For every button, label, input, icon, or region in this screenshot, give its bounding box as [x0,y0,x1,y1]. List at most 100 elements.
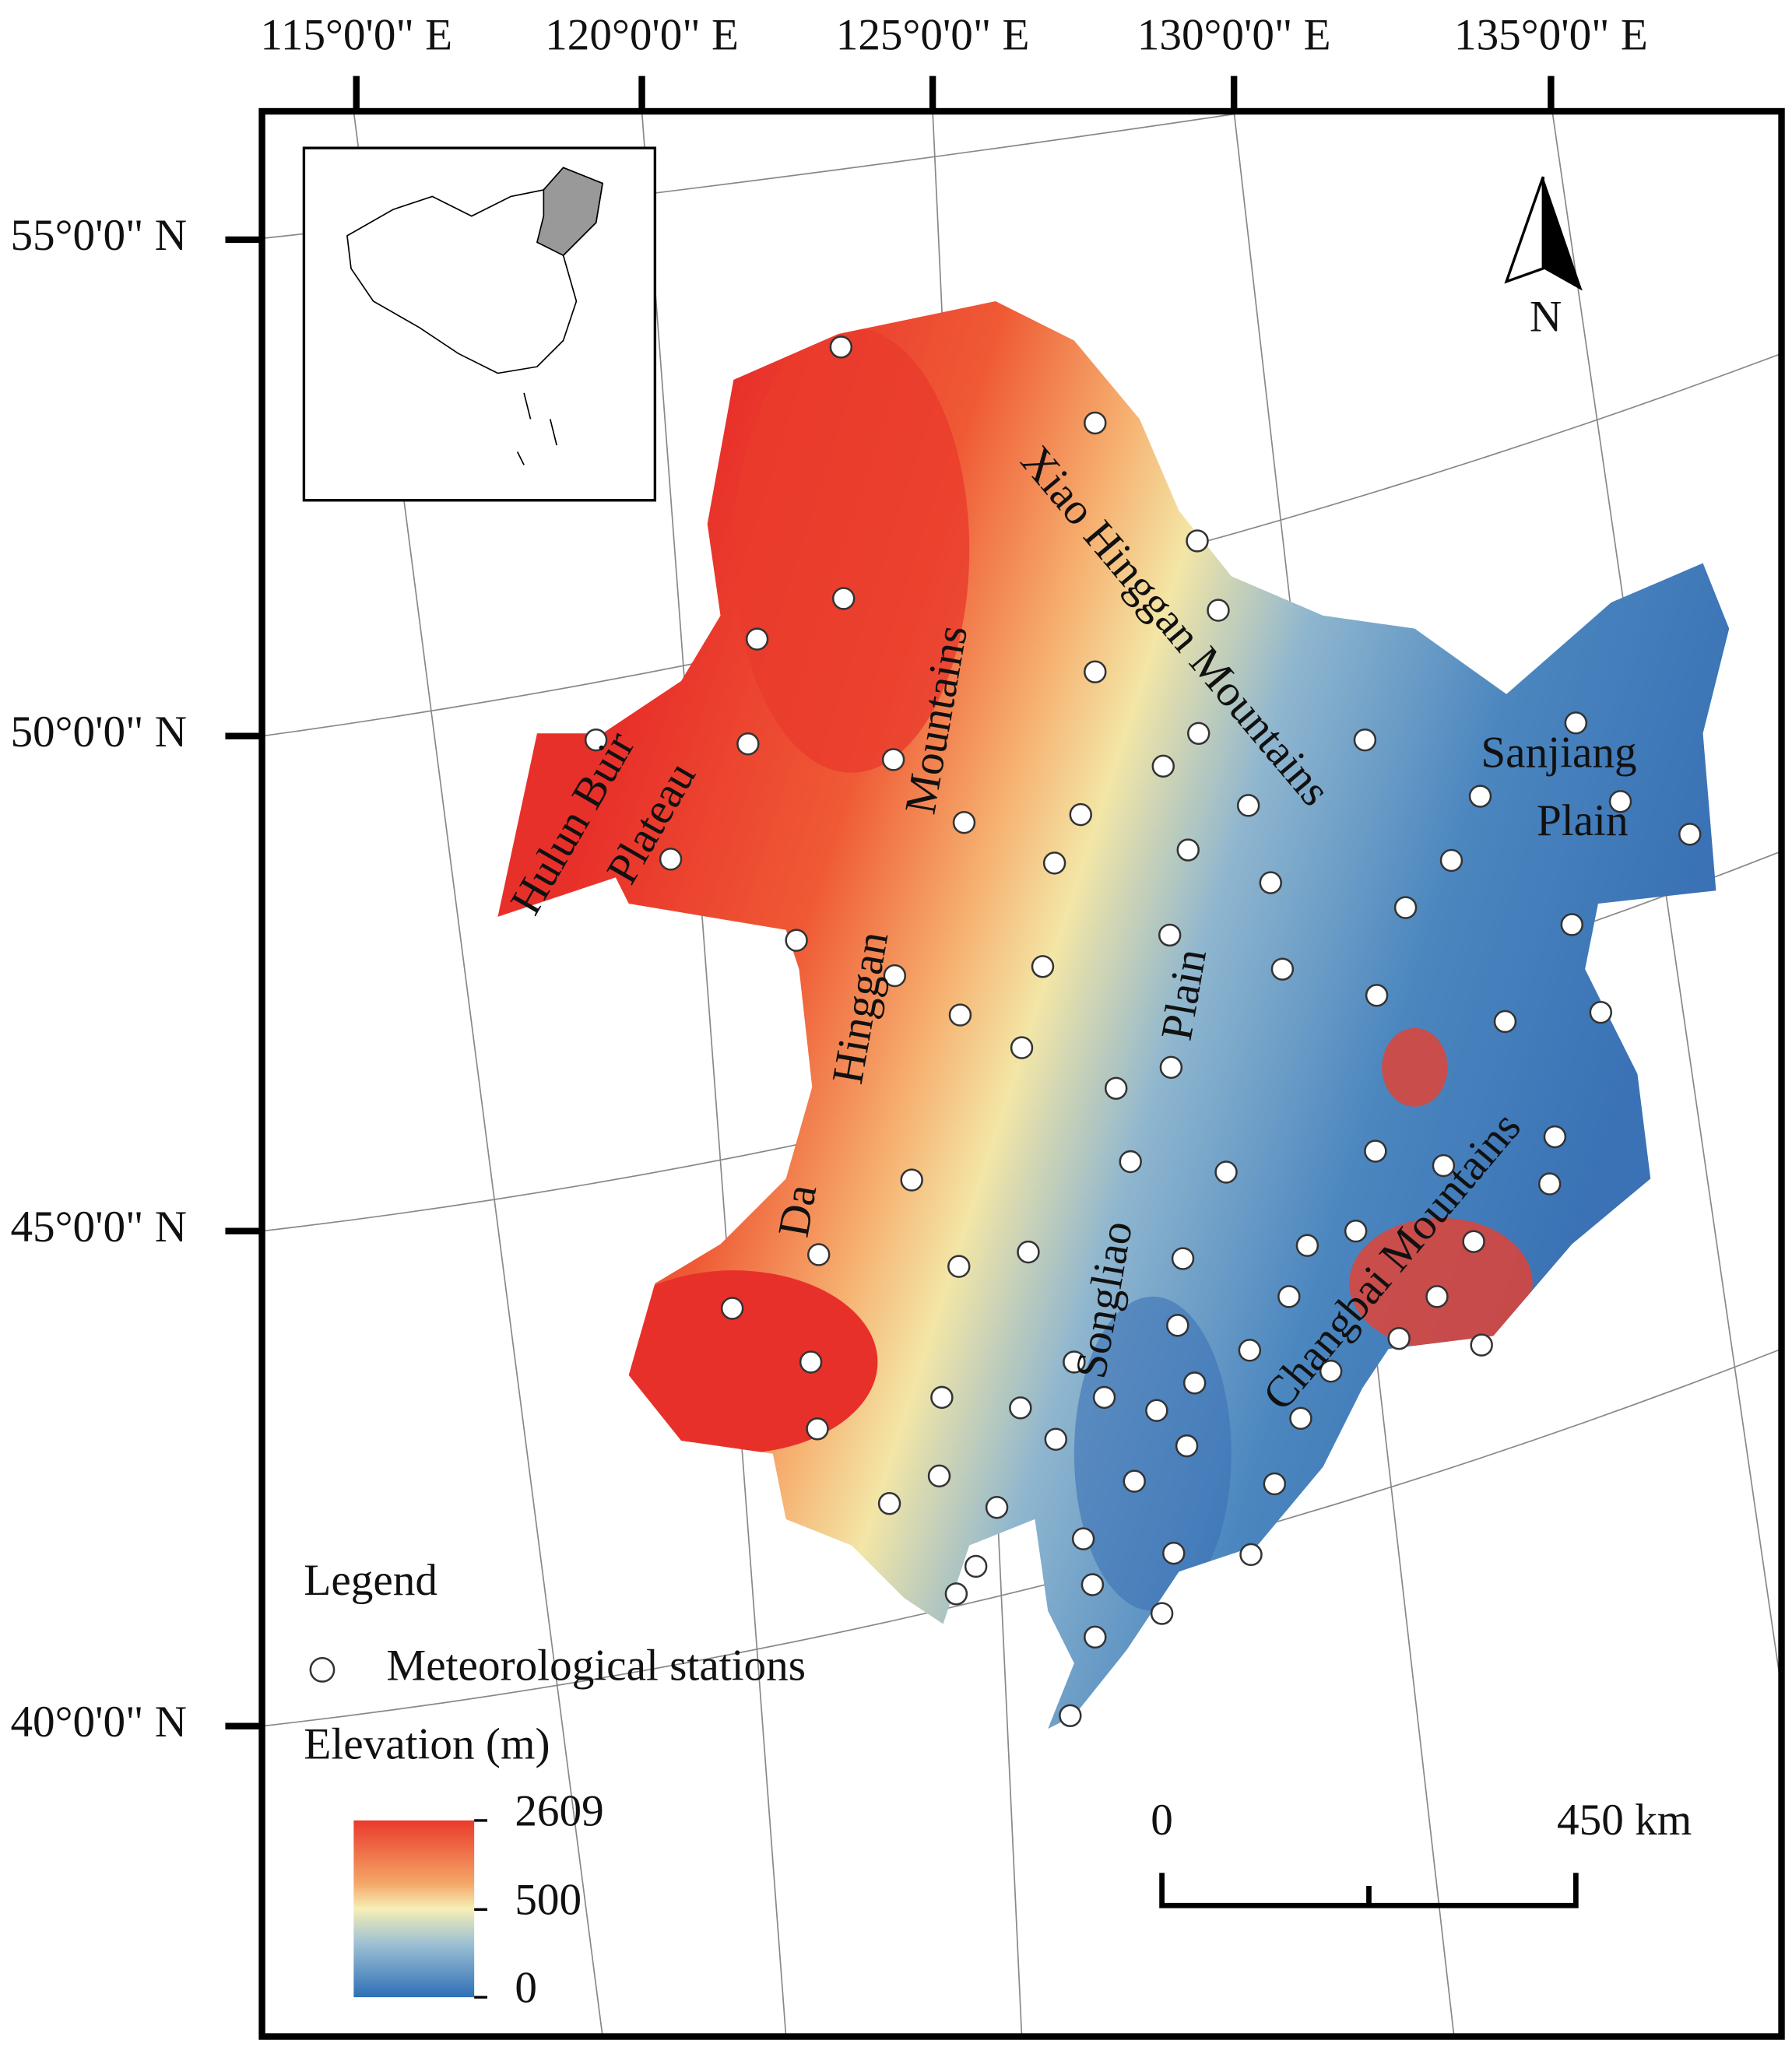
station [1239,1543,1263,1567]
station [1186,529,1209,553]
station [1564,711,1588,735]
latitude-label: 50°0'0" N [10,707,187,757]
station [831,587,856,610]
legend: Legend Meteorological stations Elevation… [304,1556,806,1998]
station [1151,754,1175,778]
station [1123,1469,1146,1493]
station [806,1243,831,1266]
station [1259,871,1282,894]
station [1171,1247,1195,1270]
colorbar-label: 2609 [515,1786,603,1835]
station [1537,1172,1562,1196]
frame [258,107,1785,2040]
legend-symbol [309,1656,336,1683]
legend-label: Meteorological stations [386,1641,806,1691]
station [900,1168,923,1192]
station [1042,851,1066,875]
station [1425,1285,1449,1308]
station [1009,1396,1032,1420]
station [1353,728,1377,752]
station [964,1554,988,1578]
station [1031,955,1055,978]
longitude-label: 135°0'0" E [1454,11,1648,60]
region-label: Sanjiang [1481,729,1636,778]
station [1119,1150,1142,1174]
station [877,1491,901,1515]
colorbar [353,1820,475,1998]
station [1238,1339,1262,1362]
scale-label: 450 km [1557,1796,1692,1845]
station [1462,1230,1485,1253]
station [1104,1076,1128,1101]
station [745,627,769,651]
station [1439,848,1463,873]
station [930,1385,954,1410]
station [881,748,905,771]
station [829,335,853,359]
north-arrow: N [1504,176,1583,341]
longitude-label: 130°0'0" E [1137,11,1331,60]
longitude-label: 115°0'0" E [260,11,452,60]
station [1044,1427,1068,1451]
longitude-label: 125°0'0" E [836,11,1030,60]
legend-title: Legend [304,1556,437,1605]
region-label: Da [769,1181,827,1241]
latitude-label: 40°0'0" N [10,1698,187,1747]
station [1493,1009,1517,1034]
station [1069,802,1092,827]
station [1176,838,1200,862]
station [1182,1371,1207,1395]
station [1364,1139,1387,1163]
station [1393,896,1418,919]
station [720,1297,744,1320]
station [1063,1350,1086,1374]
region [497,301,1730,1729]
station [1084,411,1107,435]
station [659,848,683,871]
station [1432,1153,1456,1178]
station [1145,1399,1168,1422]
station [1080,1573,1105,1596]
station [806,1417,829,1441]
station [1589,1000,1613,1024]
station [1344,1219,1368,1243]
station [1150,1602,1174,1625]
station [1387,1326,1411,1350]
station [799,1350,823,1374]
latitude-label: 45°0'0" N [10,1203,187,1252]
station [1678,823,1702,846]
station [1175,1434,1199,1458]
colorbar-label: 0 [515,1963,537,2012]
station [1162,1541,1186,1565]
station [1159,1055,1183,1080]
station [1289,1406,1312,1431]
station [985,1496,1009,1519]
station [785,929,808,952]
scale-bar: 0 450 km [1151,1796,1692,1908]
station [736,732,760,756]
scale-label: 0 [1151,1796,1173,1845]
latitude-label: 55°0'0" N [10,211,187,260]
north-label: N [1530,292,1562,341]
station [1084,1625,1107,1649]
station [1236,794,1260,817]
station [883,964,907,988]
colorbar-label: 500 [515,1876,582,1925]
station [1010,1036,1034,1059]
longitude-label: 120°0'0" E [545,11,739,60]
station [927,1464,951,1488]
station [1365,984,1389,1007]
legend-label: Elevation (m) [304,1719,550,1768]
station [947,1255,971,1278]
station [1084,660,1107,683]
station [1071,1527,1095,1550]
station [952,810,976,834]
station [1560,913,1584,936]
station [1470,1333,1493,1357]
station [1158,923,1182,947]
station [1214,1160,1238,1184]
station [1270,957,1295,981]
station [584,728,608,752]
